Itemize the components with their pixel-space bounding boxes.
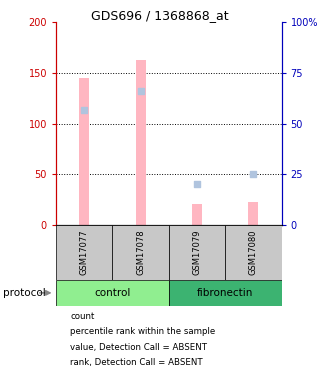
Point bbox=[82, 107, 87, 113]
Bar bbox=[56, 225, 112, 280]
Text: control: control bbox=[94, 288, 131, 298]
Bar bbox=[56, 280, 169, 306]
Point bbox=[251, 171, 256, 177]
Bar bbox=[112, 225, 169, 280]
Bar bbox=[225, 225, 282, 280]
Text: fibronectin: fibronectin bbox=[197, 288, 253, 298]
Text: protocol: protocol bbox=[3, 288, 46, 298]
Bar bbox=[192, 204, 202, 225]
Text: percentile rank within the sample: percentile rank within the sample bbox=[70, 327, 216, 336]
Text: GSM17079: GSM17079 bbox=[193, 229, 202, 274]
Point bbox=[138, 88, 143, 94]
Text: count: count bbox=[70, 312, 95, 321]
Bar bbox=[169, 280, 282, 306]
Text: GDS696 / 1368868_at: GDS696 / 1368868_at bbox=[91, 9, 229, 22]
Text: value, Detection Call = ABSENT: value, Detection Call = ABSENT bbox=[70, 343, 207, 352]
Bar bbox=[136, 60, 146, 225]
Text: GSM17078: GSM17078 bbox=[136, 229, 145, 275]
Bar bbox=[169, 225, 225, 280]
Text: GSM17080: GSM17080 bbox=[249, 229, 258, 274]
Bar bbox=[248, 202, 259, 225]
Text: rank, Detection Call = ABSENT: rank, Detection Call = ABSENT bbox=[70, 358, 203, 367]
Point bbox=[195, 181, 200, 187]
Text: GSM17077: GSM17077 bbox=[80, 229, 89, 275]
Bar bbox=[79, 78, 89, 225]
